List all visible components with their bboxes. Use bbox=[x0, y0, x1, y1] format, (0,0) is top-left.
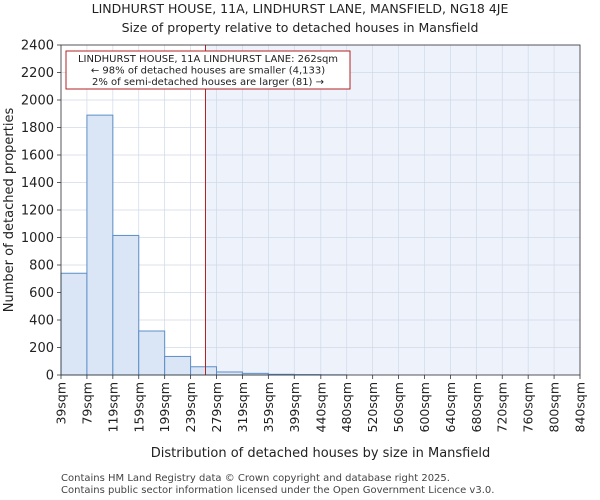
footer-line-2: Contains public sector information licen… bbox=[61, 485, 495, 496]
x-tick-label: 39sqm bbox=[54, 382, 69, 425]
annotation-frame bbox=[65, 50, 351, 90]
bars bbox=[60, 114, 348, 376]
histogram-chart: 0 200 400 600 800 1000 1200 1400 1600 1800 2000 220… bbox=[2, 39, 588, 462]
y-tick-label: 2000 bbox=[21, 94, 54, 109]
y-tick-label: 800 bbox=[29, 259, 54, 274]
y-tick-label: 0 bbox=[46, 369, 54, 384]
x-tick-label: 680sqm bbox=[469, 382, 484, 432]
x-tick-label: 600sqm bbox=[417, 382, 432, 432]
annotation-line-1: LINDHURST HOUSE, 11A LINDHURST LANE: 262… bbox=[78, 54, 338, 65]
bar bbox=[112, 234, 140, 376]
x-tick-label: 800sqm bbox=[547, 382, 562, 432]
y-tick-label: 2200 bbox=[21, 66, 54, 81]
x-tick-label: 199sqm bbox=[157, 382, 172, 432]
x-tick-label: 560sqm bbox=[391, 382, 406, 432]
y-tick-label: 1800 bbox=[21, 121, 54, 136]
bar bbox=[190, 366, 218, 376]
x-tick-label: 359sqm bbox=[261, 382, 276, 432]
annotation-box: LINDHURST HOUSE, 11A LINDHURST LANE: 262… bbox=[65, 50, 351, 90]
x-tick-label: 119sqm bbox=[105, 382, 120, 432]
x-tick-label: 640sqm bbox=[443, 382, 458, 432]
x-tick-label: 399sqm bbox=[287, 382, 302, 432]
bar bbox=[216, 371, 243, 376]
y-axis-label: Number of detached properties bbox=[2, 108, 17, 313]
x-axis-label: Distribution of detached houses by size … bbox=[151, 446, 490, 461]
y-tick-labels: 0 200 400 600 800 1000 1200 1400 1600 1800 2000 220… bbox=[21, 39, 61, 384]
y-tick-label: 1200 bbox=[21, 204, 54, 219]
x-tick-label: 159sqm bbox=[131, 382, 146, 432]
y-tick-label: 200 bbox=[29, 341, 54, 356]
y-tick-label: 1000 bbox=[21, 231, 54, 246]
annotation-line-3: 2% of semi-detached houses are larger (8… bbox=[92, 77, 324, 88]
bar bbox=[164, 355, 192, 376]
bar bbox=[60, 272, 88, 376]
y-tick-label: 1400 bbox=[21, 176, 54, 191]
x-tick-label: 520sqm bbox=[365, 382, 380, 432]
chart-subtitle: Size of property relative to detached ho… bbox=[121, 20, 479, 35]
x-tick-label: 760sqm bbox=[521, 382, 536, 432]
x-tick-label: 79sqm bbox=[79, 382, 94, 425]
x-tick-label: 480sqm bbox=[339, 382, 354, 432]
x-tick-labels: 39sqm 79sqm 119sqm 159sqm 199sqm 239sqm 279sqm… bbox=[54, 375, 588, 432]
bar bbox=[86, 114, 114, 376]
chart-title: LINDHURST HOUSE, 11A, LINDHURST LANE, MA… bbox=[91, 1, 509, 16]
x-tick-label: 319sqm bbox=[235, 382, 250, 432]
annotation-line-2: ← 98% of detached houses are smaller (4,… bbox=[91, 66, 325, 77]
footer-line-1: Contains HM Land Registry data © Crown c… bbox=[61, 473, 450, 484]
x-tick-label: 279sqm bbox=[209, 382, 224, 432]
y-tick-label: 600 bbox=[29, 286, 54, 301]
y-tick-label: 1600 bbox=[21, 149, 54, 164]
bar bbox=[138, 330, 166, 376]
y-tick-label: 400 bbox=[29, 314, 54, 329]
x-tick-label: 720sqm bbox=[495, 382, 510, 432]
x-tick-label: 440sqm bbox=[313, 382, 328, 432]
x-tick-label: 239sqm bbox=[183, 382, 198, 432]
y-tick-label: 2400 bbox=[21, 39, 54, 54]
x-tick-label: 840sqm bbox=[573, 382, 588, 432]
